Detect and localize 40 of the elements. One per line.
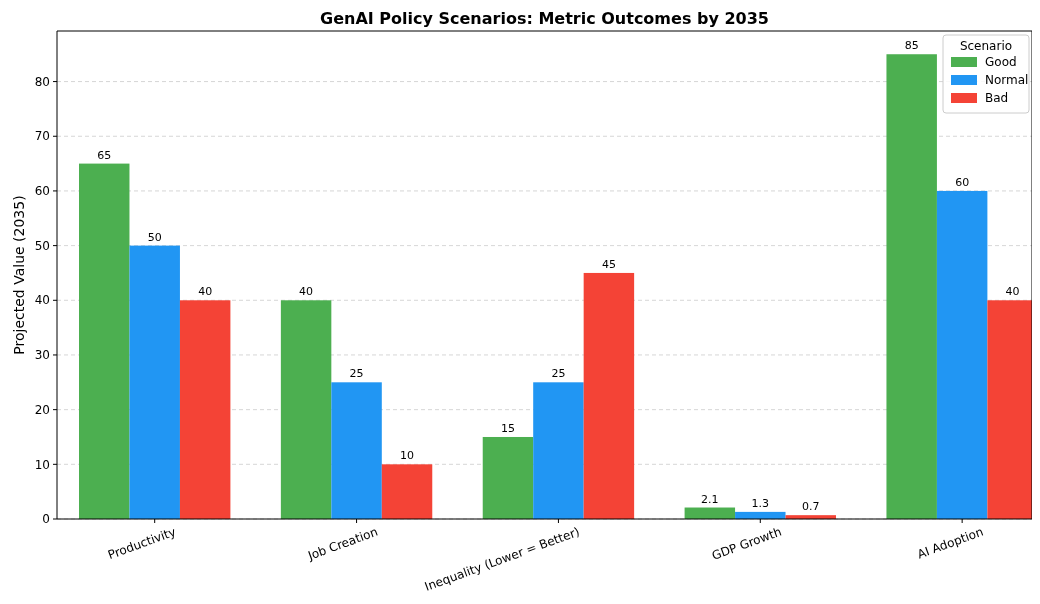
data-label: 50 [147, 230, 162, 244]
y-tick-label: 20 [34, 402, 50, 417]
legend-title: Scenario [959, 39, 1013, 53]
chart-title: GenAI Policy Scenarios: Metric Outcomes by 2035 [320, 9, 769, 28]
bar [482, 436, 534, 519]
y-tick-label: 70 [34, 129, 50, 144]
bar [179, 300, 231, 519]
data-label: 25 [551, 367, 566, 381]
y-axis-title: Projected Value (2035) [11, 195, 27, 355]
legend-label: Normal [985, 73, 1029, 87]
data-label: 60 [955, 175, 970, 189]
y-tick-label: 0 [42, 512, 50, 527]
data-label: 15 [500, 421, 515, 435]
bar [79, 163, 130, 519]
data-label: 25 [349, 367, 364, 381]
bar [583, 272, 635, 519]
legend-label: Good [985, 55, 1017, 69]
y-tick-label: 50 [34, 238, 50, 253]
bar [331, 382, 382, 519]
data-label: 45 [601, 257, 616, 271]
data-label: 40 [1005, 285, 1020, 299]
data-label: 85 [904, 39, 919, 53]
y-tick-label: 40 [34, 293, 50, 308]
bar [280, 300, 332, 519]
data-label: 0.7 [802, 500, 820, 514]
bar [886, 54, 937, 519]
data-label: 40 [198, 285, 213, 299]
y-tick-label: 80 [34, 74, 50, 89]
data-label: 40 [299, 285, 314, 299]
data-label: 65 [97, 148, 112, 162]
y-tick-label: 10 [34, 457, 50, 472]
bar [381, 464, 433, 519]
legend-label: Bad [985, 91, 1009, 105]
y-tick-label: 60 [34, 184, 50, 199]
data-label: 10 [400, 449, 415, 463]
y-tick-label: 30 [34, 348, 50, 363]
bar [533, 382, 584, 519]
data-label: 2.1 [701, 492, 719, 506]
bar [129, 245, 180, 519]
data-label: 1.3 [751, 496, 770, 510]
